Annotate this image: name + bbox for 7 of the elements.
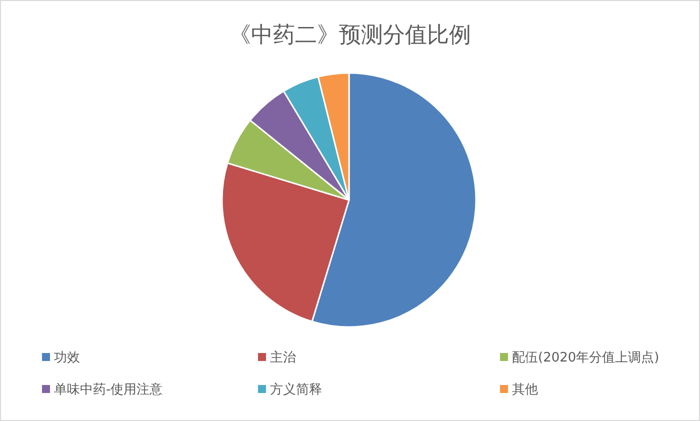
chart-title: 《中药二》预测分值比例 [229,23,471,48]
legend-label: 单味中药-使用注意 [54,382,163,398]
legend-label: 方义简释 [270,382,322,398]
legend-label: 功效 [54,350,80,366]
legend-label: 主治 [270,350,296,366]
legend-label: 其他 [512,382,538,398]
legend-label: 配伍(2020年分值上调点) [512,350,660,366]
